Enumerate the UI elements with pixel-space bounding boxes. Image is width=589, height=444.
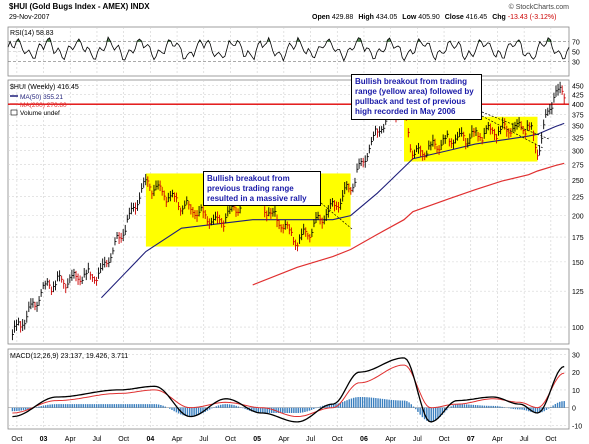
high-value: 434.05 [376,14,398,21]
x-tick-label: 07 [467,436,475,443]
macd-tick-label: 20 [572,370,580,377]
price-tick-label: 200 [572,214,584,221]
price-tick-label: 425 [572,92,584,99]
close-value: 416.45 [466,14,488,21]
x-tick-label: 06 [360,436,368,443]
x-tick-label: 03 [40,436,48,443]
rsi-tick-label: 70 [572,40,580,47]
price-legend-symbol: $HUI (Weekly) 416.45 [10,84,79,91]
x-tick-label: Jul [199,436,208,443]
chart-title: $HUI (Gold Bugs Index - AMEX) INDX [9,2,150,11]
chg-label: Chg [492,14,506,21]
price-tick-label: 175 [572,235,584,242]
price-tick-label: 225 [572,195,584,202]
x-tick-label: Jul [520,436,529,443]
rsi-tick-label: 30 [572,59,580,66]
price-tick-label: 325 [572,136,584,143]
x-tick-label: Apr [385,436,397,443]
rsi-line [7,36,570,62]
price-tick-label: 100 [572,325,584,332]
x-tick-label: Oct [545,436,556,443]
brand-logo: © StockCharts.com [509,3,570,11]
x-tick-label: Oct [439,436,450,443]
rsi-label: RSI(14) 58.83 [10,30,54,37]
price-tick-label: 450 [572,83,584,90]
price-tick-label: 275 [572,162,584,169]
macd-tick-label: 0 [572,406,576,413]
price-tick-label: 150 [572,260,584,267]
price-tick-label: 375 [572,113,584,120]
price-legend-ma50: MA(50) 355.21 [20,94,63,101]
price-legend-ma200: MA(200) 276.80 [20,102,67,109]
x-tick-label: Oct [118,436,129,443]
chg-value: -13.43 (-3.12%) [508,14,557,21]
rsi-overbought-fill [546,37,549,42]
x-tick-label: Jul [306,436,315,443]
x-tick-label: 05 [253,436,261,443]
annotation-2007-breakout: Bullish breakout from trading range (yel… [351,74,482,120]
price-tick-label: 250 [572,178,584,185]
open-label: Open [312,14,330,21]
chart-date: 29-Nov-2007 [9,14,50,21]
price-tick-label: 400 [572,102,584,109]
x-tick-label: Apr [278,436,290,443]
annotation-arrow-2 [481,111,550,140]
close-label: Close [445,14,464,21]
x-tick-label: Apr [492,436,504,443]
macd-tick-label: 30 [572,352,580,359]
x-tick-label: Jul [413,436,422,443]
x-tick-label: Apr [65,436,77,443]
x-tick-label: Oct [11,436,22,443]
macd-panel [7,348,570,430]
open-value: 429.88 [332,14,354,21]
rsi-overbought-fill [47,37,50,42]
macd-line [12,357,565,423]
price-tick-label: 300 [572,148,584,155]
price-bars [11,81,566,341]
x-tick-label: Jul [92,436,101,443]
macd-label: MACD(12,26,9) 23.137, 19.426, 3.711 [10,353,128,360]
low-value: 405.90 [418,14,440,21]
annotation-arrow-3 [481,115,544,149]
ma200-line [252,162,565,286]
low-label: Low [402,14,417,21]
price-tick-label: 125 [572,289,584,296]
macd-tick-label: 10 [572,388,580,395]
annotation-2005-breakout: Bullish breakout from previous trading r… [203,171,321,206]
legend-volume-swatch [10,109,18,116]
x-tick-label: 04 [146,436,154,443]
x-tick-label: Apr [172,436,184,443]
macd-signal-line [12,364,565,417]
x-tick-label: Oct [225,436,236,443]
rsi-tick-label: 50 [572,50,580,57]
macd-tick-label: -10 [572,423,582,430]
price-tick-label: 350 [572,124,584,131]
price-legend-volume: Volume undef [20,110,60,117]
x-tick-label: Oct [332,436,343,443]
high-label: High [358,14,374,21]
